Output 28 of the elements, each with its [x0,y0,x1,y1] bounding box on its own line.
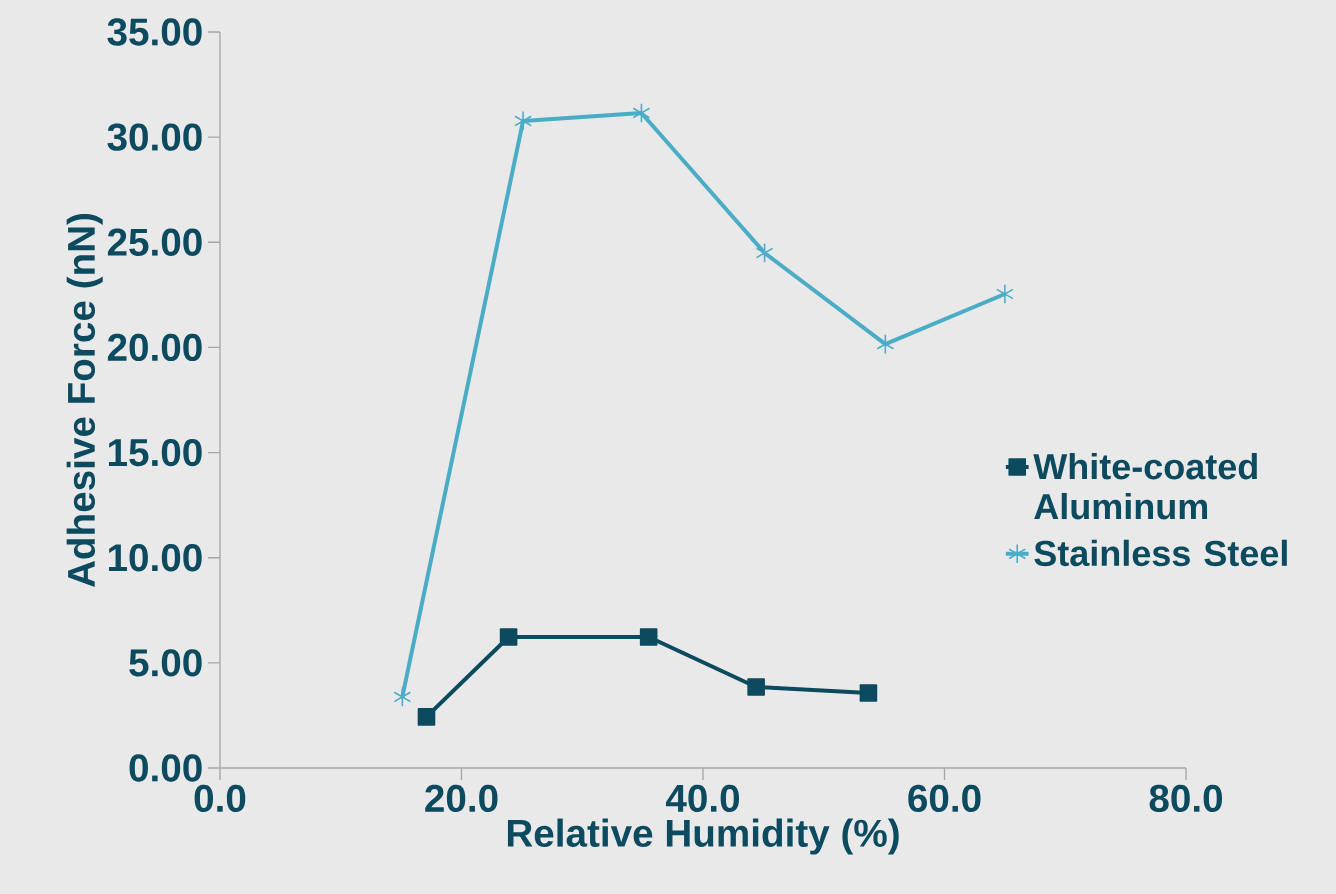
y-axis-title: Adhesive Force (nN) [66,213,103,588]
y-tick-label: 20.00 [107,333,202,362]
y-tick-label: 25.00 [107,228,202,256]
x-tick-label: 20.0 [425,784,498,813]
point [393,686,412,708]
point [755,242,774,264]
point [876,333,895,355]
legend-label: Stainless Steel [1034,539,1287,567]
y-tick-label: 5.00 [129,649,202,677]
y-tick-label: 0.00 [129,754,202,782]
point [632,102,651,124]
legend-label: White-coated Aluminum [1033,452,1257,520]
x-tick-label: 40.0 [665,784,740,813]
x-tick-label: 0.0 [194,784,246,813]
point [514,110,532,132]
point [996,283,1014,305]
x-tick-label: 80.0 [1149,784,1223,813]
y-tick-label: 15.00 [108,438,202,467]
point [859,684,878,702]
x-tick-label: 60.0 [908,784,981,813]
point [747,678,765,696]
x-axis-title: Relative Humidity (%) [507,818,899,855]
y-tick-label: 10.00 [108,544,202,572]
point [417,708,436,726]
point [639,628,658,646]
y-tick-label: 30.00 [107,123,202,151]
y-tick-label: 35.00 [107,18,202,46]
point [499,628,518,646]
